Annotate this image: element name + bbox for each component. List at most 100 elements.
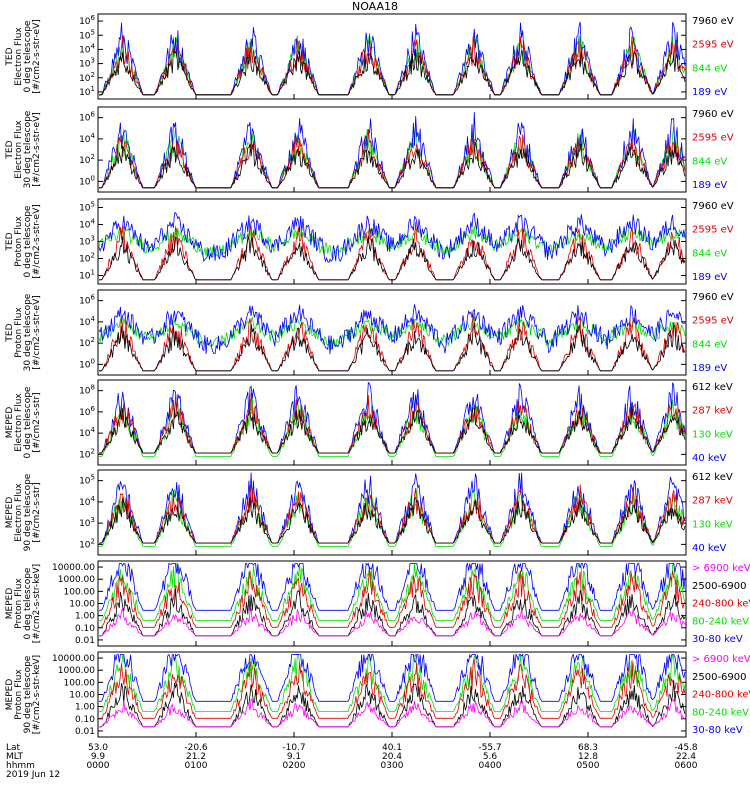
y-axis-label-line: TED bbox=[5, 140, 15, 159]
y-tick-label: 106 bbox=[79, 14, 95, 27]
y-tick-label: 106 bbox=[79, 405, 95, 418]
footer-value: 22.4 bbox=[676, 752, 696, 762]
y-tick-label: 101 bbox=[79, 85, 95, 98]
footer-value: -10.7 bbox=[282, 743, 305, 753]
series-green bbox=[99, 653, 686, 712]
y-tick-label: 102 bbox=[79, 537, 95, 550]
legend-entry: 30-80 keV bbox=[692, 634, 743, 645]
legend-entry: 844 eV bbox=[692, 248, 727, 259]
y-tick-label: 104 bbox=[79, 132, 95, 145]
y-tick-label: 105 bbox=[79, 474, 95, 487]
series-blue bbox=[99, 21, 686, 96]
y-tick-label: 103 bbox=[79, 516, 95, 529]
legend-entry: 612 keV bbox=[692, 472, 733, 483]
y-axis-label-line: MEPED bbox=[5, 588, 15, 620]
series-red bbox=[99, 569, 686, 628]
footer-row-label: MLT bbox=[6, 752, 24, 762]
footer-date: 2019 Jun 12 bbox=[6, 770, 60, 780]
y-tick-label: 0.01 bbox=[75, 636, 95, 646]
panel-frame bbox=[97, 379, 687, 466]
legend-entry: 240-800 keV bbox=[692, 599, 750, 610]
y-tick-label: 0.10 bbox=[75, 624, 95, 634]
panel-2: 100 102 104 106 TED Electron Flux 30 deg teles… bbox=[5, 106, 734, 193]
y-axis-label-line: 0 deg telescope bbox=[23, 567, 33, 639]
series-green bbox=[99, 394, 686, 457]
y-axis-label-line: Electron Flux bbox=[14, 483, 24, 542]
panel-5: 102 104 106 108 MEPED Electron Flux 0 deg tele… bbox=[5, 379, 733, 466]
panel-8: 0.01 0.10 1.00 10.00 100.00 1000.00 10000.00 ME… bbox=[5, 651, 750, 738]
legend-entry: 80-240 keV bbox=[692, 707, 749, 718]
y-tick-label: 0.01 bbox=[75, 727, 95, 737]
footer-value: 21.2 bbox=[186, 752, 206, 762]
series-magenta bbox=[99, 606, 686, 637]
y-axis-label-line: [#/cm2-s-str] bbox=[32, 392, 42, 452]
legend-entry: 844 eV bbox=[692, 339, 727, 350]
y-axis-label-line: 0 deg telescope bbox=[23, 205, 33, 277]
y-tick-label: 100 bbox=[79, 357, 95, 370]
y-axis-label-line: Proton Flux bbox=[14, 669, 24, 720]
y-tick-label: 102 bbox=[79, 252, 95, 265]
panel-6: 102 103 104 105 MEPED Electron Flux 90 deg tel… bbox=[5, 469, 733, 556]
y-tick-label: 104 bbox=[79, 315, 95, 328]
legend-entry: 2500-6900 bbox=[692, 672, 747, 683]
legend-entry: 189 eV bbox=[692, 87, 727, 98]
y-tick-label: 10000.00 bbox=[52, 563, 95, 573]
footer-value: 9.1 bbox=[287, 752, 301, 762]
y-axis-label-line: [#/cm2-s-str-keV] bbox=[32, 655, 42, 734]
legend-entry: 7960 eV bbox=[692, 201, 734, 212]
legend-entry: > 6900 keV bbox=[692, 654, 750, 665]
series-black bbox=[99, 235, 686, 281]
y-axis-label-line: TED bbox=[5, 232, 15, 251]
legend-entry: 2595 eV bbox=[692, 316, 734, 327]
y-tick-label: 104 bbox=[79, 42, 95, 55]
legend-entry: 844 eV bbox=[692, 63, 727, 74]
y-tick-label: 102 bbox=[79, 153, 95, 166]
panel-7: 0.01 0.10 1.00 10.00 100.00 1000.00 10000.00 ME… bbox=[5, 560, 750, 647]
footer-value: 0600 bbox=[675, 761, 698, 771]
legend-entry: 287 keV bbox=[692, 406, 733, 417]
footer-value: 0100 bbox=[185, 761, 208, 771]
series-red bbox=[99, 222, 686, 281]
y-tick-label: 106 bbox=[79, 111, 95, 124]
series-red bbox=[99, 658, 686, 719]
y-axis-label-line: [#/cm2-s-str-keV] bbox=[32, 564, 42, 643]
series-blue bbox=[99, 562, 686, 611]
series-blue bbox=[99, 653, 686, 702]
y-axis-label-line: 90 deg telescope bbox=[23, 655, 33, 733]
legend-entry: 2595 eV bbox=[692, 40, 734, 51]
y-tick-label: 1.00 bbox=[75, 703, 95, 713]
y-tick-label: 104 bbox=[79, 495, 95, 508]
legend-entry: 189 eV bbox=[692, 180, 727, 191]
y-axis-label-line: Proton Flux bbox=[14, 578, 24, 629]
y-tick-label: 100 bbox=[79, 174, 95, 187]
legend-entry: 7960 eV bbox=[692, 109, 734, 120]
panel-frame bbox=[97, 13, 687, 100]
series-green bbox=[99, 562, 686, 621]
series-black bbox=[99, 322, 686, 372]
legend-entry: 612 keV bbox=[692, 382, 733, 393]
legend-entry: 844 eV bbox=[692, 156, 727, 167]
y-axis-label-line: [#/cm2-s-str-eV] bbox=[32, 295, 42, 370]
series-black bbox=[99, 142, 686, 189]
y-axis-label-line: MEPED bbox=[5, 497, 15, 529]
legend-entry: 240-800 keV bbox=[692, 690, 750, 701]
y-axis-label-line: Proton Flux bbox=[14, 216, 24, 267]
y-tick-label: 1000.00 bbox=[58, 666, 95, 676]
y-tick-label: 0.10 bbox=[75, 715, 95, 725]
y-axis-label-line: TED bbox=[5, 47, 15, 66]
y-tick-label: 102 bbox=[79, 71, 95, 84]
footer-value: 0200 bbox=[283, 761, 306, 771]
y-axis-label-line: Electron Flux bbox=[14, 393, 24, 452]
series-blue bbox=[99, 472, 686, 544]
footer-value: 5.6 bbox=[483, 752, 498, 762]
y-axis-label-line: MEPED bbox=[5, 407, 15, 439]
legend-entry: 7960 eV bbox=[692, 16, 734, 27]
y-tick-label: 1000.00 bbox=[58, 575, 95, 585]
y-tick-label: 102 bbox=[79, 336, 95, 349]
y-tick-label: 10.00 bbox=[69, 691, 95, 701]
y-axis-label-line: [#/cm2-s-str-eV] bbox=[32, 19, 42, 94]
series-magenta bbox=[99, 698, 686, 728]
y-tick-label: 102 bbox=[79, 447, 95, 460]
